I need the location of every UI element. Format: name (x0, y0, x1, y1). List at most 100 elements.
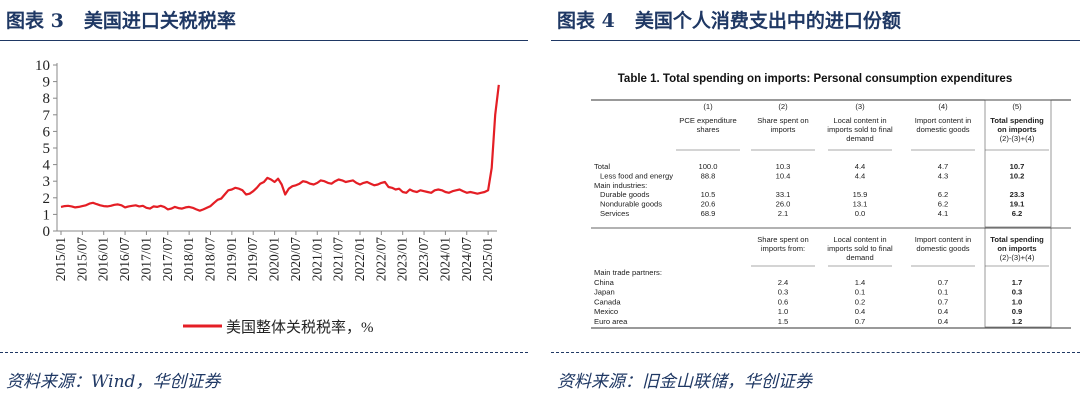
table-cell: 4.4 (855, 171, 866, 180)
y-tick-label: 5 (43, 141, 51, 157)
table-cell: 4.7 (938, 162, 949, 171)
table-cell: 0.2 (855, 297, 866, 306)
row-label: Main trade partners: (594, 268, 662, 277)
column-header: Total spending (990, 235, 1044, 244)
column-header: imports sold to final (827, 125, 893, 134)
table-cell: 10.5 (701, 190, 716, 199)
table-cell: 68.9 (701, 209, 716, 218)
y-tick-label: 0 (43, 224, 51, 240)
column-number: (2) (778, 102, 788, 111)
y-tick-label: 7 (43, 108, 51, 124)
row-label: Services (600, 209, 629, 218)
table-cell: 0.4 (855, 307, 866, 316)
table-cell: 88.8 (701, 171, 716, 180)
x-tick-label: 2018/07 (202, 237, 217, 282)
x-tick-label: 2019/07 (245, 237, 260, 282)
x-tick-label: 2022/01 (352, 237, 367, 281)
table-cell: 0.0 (855, 209, 866, 218)
column-header: Share spent on (757, 235, 809, 244)
row-label: Total (594, 162, 610, 171)
table-cell: 1.0 (1012, 297, 1023, 306)
y-tick-label: 2 (43, 191, 51, 207)
x-tick-label: 2020/01 (267, 237, 282, 281)
table-cell: 33.1 (776, 190, 791, 199)
y-tick-label: 10 (35, 58, 50, 74)
x-tick-label: 2022/07 (373, 237, 388, 282)
y-tick-label: 9 (43, 75, 51, 91)
row-label: China (594, 278, 615, 287)
table-cell: 4.3 (938, 171, 949, 180)
table-cell: 4.1 (938, 209, 949, 218)
tariff-rate-line (60, 84, 500, 212)
table-cell: 0.7 (938, 297, 949, 306)
table-cell: 19.1 (1010, 200, 1026, 209)
column-number: (5) (1012, 102, 1022, 111)
source-note: 资料来源：Wind，华创证券 (6, 372, 221, 392)
x-tick-label: 2025/01 (480, 237, 495, 281)
x-tick-label: 2024/07 (459, 237, 474, 282)
column-header: domestic goods (916, 244, 969, 253)
title-rule (0, 40, 528, 41)
y-tick-label: 3 (43, 174, 51, 190)
table-cell: 0.9 (1012, 307, 1023, 316)
x-tick-label: 2016/07 (117, 237, 132, 282)
table-cell: 0.7 (938, 278, 949, 287)
table-cell: 1.7 (1012, 278, 1023, 287)
figure-title-4: 图表 4 美国个人消费支出中的进口份额 (557, 6, 901, 33)
table-cell: 0.4 (938, 317, 949, 326)
footer-rule (551, 352, 1080, 353)
footer-rule (0, 352, 528, 353)
table-cell: 2.4 (778, 278, 789, 287)
table-cell: 1.4 (855, 278, 866, 287)
table-title: Table 1. Total spending on imports: Pers… (618, 73, 1012, 85)
table-cell: 20.6 (701, 200, 716, 209)
series-layer (60, 84, 500, 212)
table-cell: 0.7 (855, 317, 866, 326)
column-header: Local content in (833, 235, 886, 244)
chart-legend: 美国整体关税税率，% (183, 319, 374, 336)
x-tick-label: 2015/01 (53, 237, 68, 281)
figure-caption: 美国进口关税税率 (83, 10, 236, 32)
col5-highlight-upper (984, 99, 1052, 228)
row-label: Nondurable goods (600, 200, 662, 209)
column-header: demand (846, 134, 873, 143)
column-header: PCE expenditure (679, 116, 736, 125)
x-tick-label: 2016/01 (96, 237, 111, 281)
row-label: Japan (594, 288, 615, 297)
x-tick-label: 2017/01 (138, 237, 153, 281)
column-header: imports sold to final (827, 244, 893, 253)
column-number: (1) (703, 102, 713, 111)
column-header: imports from: (761, 244, 805, 253)
table-cell: 0.6 (778, 297, 789, 306)
table-cell: 0.1 (855, 288, 866, 297)
column-header: Local content in (833, 116, 886, 125)
table-cell: 15.9 (853, 190, 868, 199)
table-cell: 0.1 (938, 288, 949, 297)
column-number: (3) (855, 102, 865, 111)
x-tick-label: 2018/01 (181, 237, 196, 281)
table-cell: 13.1 (853, 200, 868, 209)
y-tick-label: 8 (43, 91, 51, 107)
table-cell: 4.4 (855, 162, 866, 171)
table-cell: 1.0 (778, 307, 789, 316)
y-tick-label: 6 (43, 124, 51, 140)
x-tick-label: 2023/07 (416, 237, 431, 282)
table-cell: 23.3 (1010, 190, 1025, 199)
table-cell: 1.5 (778, 317, 789, 326)
x-tick-label: 2015/07 (74, 237, 89, 282)
table-cell: 10.2 (1010, 171, 1025, 180)
figure-number: 图表 3 (6, 10, 64, 32)
column-header: Import content in (915, 116, 972, 125)
x-tick-label: 2017/07 (160, 237, 175, 282)
x-tick-label: 2019/01 (224, 237, 239, 281)
column-number: (4) (938, 102, 948, 111)
table-cell: 1.2 (1012, 317, 1023, 326)
source-note: 资料来源：旧金山联储，华创证券 (557, 372, 812, 392)
table-cell: 10.7 (1010, 162, 1025, 171)
figure-number: 图表 4 (557, 10, 615, 32)
y-tick-label: 4 (43, 158, 51, 174)
table-cell: 6.2 (938, 200, 949, 209)
x-tick-label: 2021/07 (331, 237, 346, 282)
column-header: on imports (997, 244, 1036, 253)
